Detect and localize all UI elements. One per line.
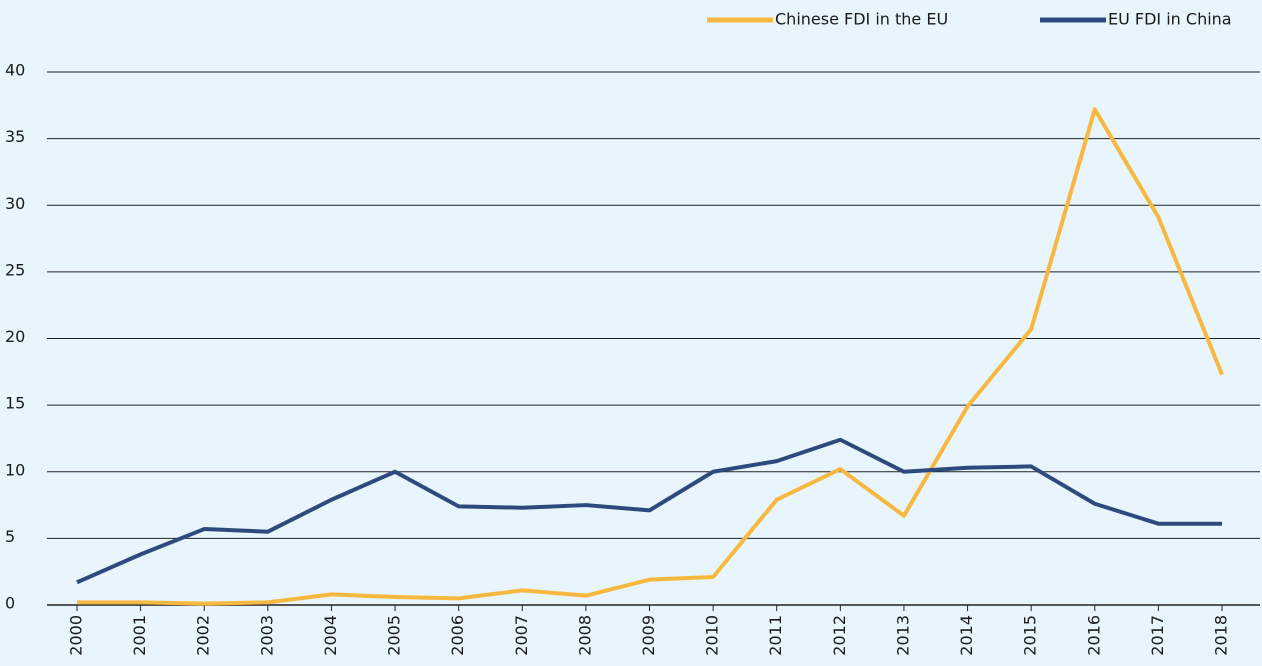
x-tick-label: 2005 (385, 615, 404, 656)
legend-label: EU FDI in China (1108, 10, 1232, 29)
series-line (77, 107, 1224, 606)
y-tick-label: 0 (5, 594, 15, 613)
y-tick-label: 30 (5, 194, 25, 213)
x-tick-label: 2016 (1084, 615, 1103, 656)
y-tick-label: 15 (5, 394, 25, 413)
x-tick-label: 2007 (512, 615, 531, 656)
x-tick-label: 2000 (67, 615, 86, 656)
x-tick-label: 2009 (639, 615, 658, 656)
x-tick-label: 2018 (1212, 615, 1231, 656)
x-tick-label: 2006 (448, 615, 467, 656)
y-tick-label: 10 (5, 460, 25, 479)
x-tick-label: 2010 (703, 615, 722, 656)
y-tick-label: 25 (5, 260, 25, 279)
y-tick-label: 40 (5, 61, 25, 80)
legend-label: Chinese FDI in the EU (775, 10, 948, 29)
x-tick-label: 2011 (766, 615, 785, 656)
x-tick-label: 2012 (830, 615, 849, 656)
x-tick-label: 2008 (575, 615, 594, 656)
x-tick-label: 2015 (1021, 615, 1040, 656)
x-tick-label: 2002 (194, 615, 213, 656)
series-line (76, 437, 1222, 585)
x-tick-label: 2003 (257, 615, 276, 656)
x-tick-label: 2017 (1148, 615, 1167, 656)
y-tick-label: 5 (5, 527, 15, 546)
x-tick-label: 2001 (130, 615, 149, 656)
y-tick-label: 35 (5, 127, 25, 146)
y-tick-label: 20 (5, 327, 25, 346)
x-tick-label: 2004 (321, 615, 340, 656)
x-tick-label: 2014 (957, 615, 976, 656)
x-tick-label: 2013 (893, 615, 912, 656)
